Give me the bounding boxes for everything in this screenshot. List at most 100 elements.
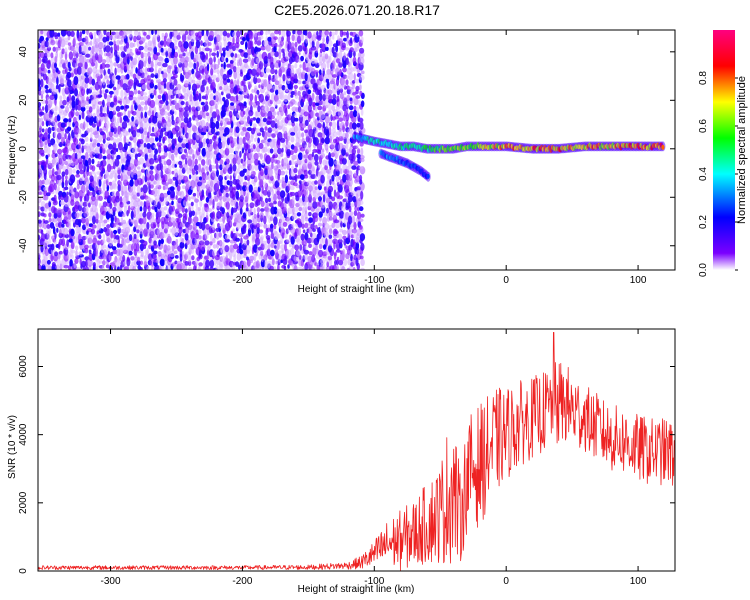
- colorbar-tick-label: 0.0: [698, 263, 709, 277]
- heatmap-cell: [147, 56, 152, 65]
- heatmap-cell: [181, 138, 187, 145]
- heatmap-cell: [88, 252, 94, 261]
- heatmap-cell: [239, 184, 242, 191]
- heatmap-cell: [327, 110, 332, 115]
- heatmap-cell: [166, 104, 170, 111]
- heatmap-cell: [260, 235, 265, 241]
- heatmap-cell: [273, 73, 278, 83]
- heatmap-cell: [251, 89, 255, 93]
- heatmap-cell: [75, 57, 80, 64]
- heatmap-cell: [47, 69, 51, 74]
- heatmap-cell: [260, 208, 265, 212]
- heatmap-cell: [136, 242, 140, 252]
- heatmap-cell: [224, 147, 230, 156]
- heatmap-cell: [176, 184, 181, 192]
- heatmap-cell: [268, 197, 271, 203]
- heatmap-cell: [285, 249, 292, 258]
- heatmap-cell: [235, 126, 240, 134]
- heatmap-cell: [288, 243, 293, 248]
- heatmap-cell: [130, 218, 135, 225]
- heatmap-cell: [291, 34, 295, 42]
- heatmap-cell: [89, 86, 93, 91]
- heatmap-cell: [220, 169, 224, 177]
- heatmap-cell: [115, 148, 119, 152]
- heatmap-cell: [233, 243, 239, 250]
- heatmap-cell: [55, 264, 60, 270]
- heatmap-cell: [81, 30, 86, 35]
- heatmap-cell: [195, 90, 199, 97]
- heatmap-cell: [98, 31, 103, 39]
- heatmap-cell: [122, 185, 128, 194]
- heatmap-cell: [91, 123, 96, 128]
- heatmap-cell: [140, 201, 143, 207]
- heatmap-cell: [313, 215, 319, 223]
- heatmap-cell: [242, 212, 247, 219]
- heatmap-cell: [160, 169, 164, 179]
- heatmap-cell: [181, 232, 186, 237]
- heatmap-cell: [284, 61, 289, 66]
- heatmap-cell: [109, 165, 114, 170]
- heatmap-cell: [224, 127, 230, 136]
- heatmap-cell: [313, 154, 319, 162]
- heatmap-cell: [328, 216, 333, 221]
- heatmap-cell: [354, 206, 358, 212]
- heatmap-cell: [127, 205, 131, 214]
- heatmap-cell: [197, 265, 201, 270]
- heatmap-cell: [359, 84, 362, 91]
- heatmap-cell: [248, 222, 251, 230]
- heatmap-cell: [222, 35, 227, 42]
- heatmap-cell: [120, 75, 126, 81]
- heatmap-cell: [190, 201, 194, 207]
- heatmap-cell: [198, 58, 203, 65]
- heatmap-cell: [97, 153, 103, 160]
- heatmap-cell: [299, 244, 303, 251]
- heatmap-cell: [94, 139, 99, 144]
- heatmap-cell: [201, 30, 205, 37]
- heatmap-cell: [357, 218, 364, 223]
- heatmap-cell: [131, 116, 135, 122]
- heatmap-cell: [236, 84, 240, 91]
- heatmap-cell: [296, 212, 302, 217]
- heatmap-cell: [290, 131, 296, 136]
- heatmap-cell: [293, 145, 298, 154]
- heatmap-cell: [146, 75, 151, 81]
- heatmap-cell: [53, 182, 57, 191]
- heatmap-cell: [290, 236, 295, 245]
- heatmap-cell: [283, 94, 289, 103]
- heatmap-cell: [67, 126, 72, 132]
- heatmap-cell: [308, 251, 313, 256]
- heatmap-cell: [249, 100, 253, 106]
- heatmap-cell: [109, 94, 113, 98]
- heatmap-cell: [38, 149, 45, 156]
- heatmap-cell: [179, 190, 185, 199]
- heatmap-cell: [149, 174, 155, 182]
- heatmap-cell: [218, 218, 224, 222]
- heatmap-cell: [61, 136, 65, 145]
- heatmap-cell: [327, 238, 333, 247]
- heatmap-cell: [295, 122, 299, 129]
- heatmap-cell: [173, 242, 179, 250]
- heatmap-cell: [67, 220, 71, 229]
- heatmap-cell: [166, 159, 172, 166]
- heatmap-cell: [206, 30, 209, 37]
- heatmap-cell: [232, 157, 237, 165]
- heatmap-cell: [225, 265, 231, 270]
- heatmap-cell: [265, 68, 271, 73]
- heatmap-cell: [117, 142, 123, 151]
- heatmap-cell: [50, 56, 56, 65]
- heatmap-cell: [188, 117, 192, 122]
- colorbar-tick-label: 0.2: [698, 215, 709, 229]
- heatmap-cell: [215, 163, 219, 170]
- heatmap-cell: [341, 96, 348, 102]
- heatmap-cell: [343, 91, 347, 96]
- heatmap-cell: [52, 226, 56, 235]
- heatmap-cell: [236, 79, 240, 86]
- heatmap-cell: [293, 265, 298, 270]
- heatmap-cell: [132, 236, 138, 246]
- heatmap-cell: [154, 67, 158, 76]
- snr-series-line: [38, 331, 675, 571]
- heatmap-cell: [359, 90, 363, 97]
- heatmap-cell: [195, 66, 199, 72]
- heatmap-cell: [331, 98, 337, 105]
- heatmap-cell: [337, 37, 343, 42]
